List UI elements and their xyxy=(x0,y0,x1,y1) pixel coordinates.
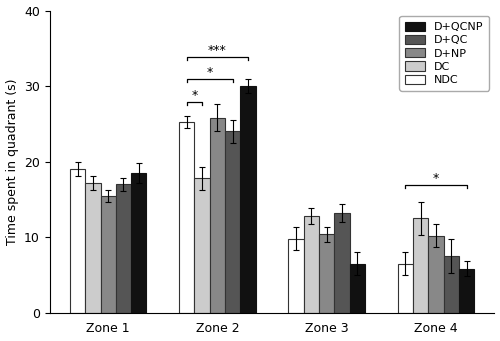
Text: ***: *** xyxy=(208,44,227,57)
Bar xyxy=(225,131,240,313)
Text: *: * xyxy=(433,172,439,185)
Bar xyxy=(350,264,365,313)
Bar xyxy=(398,264,413,313)
Bar xyxy=(70,169,85,313)
Bar xyxy=(240,86,256,313)
Bar xyxy=(116,184,131,313)
Text: *: * xyxy=(206,66,213,79)
Bar xyxy=(444,256,459,313)
Bar xyxy=(100,196,116,313)
Bar xyxy=(334,213,349,313)
Y-axis label: Time spent in quadrant (s): Time spent in quadrant (s) xyxy=(6,78,18,245)
Bar xyxy=(428,236,444,313)
Bar xyxy=(459,269,474,313)
Bar xyxy=(210,118,225,313)
Bar xyxy=(179,122,194,313)
Legend: D+QCNP, D+QC, D+NP, DC, NDC: D+QCNP, D+QC, D+NP, DC, NDC xyxy=(400,16,489,91)
Bar xyxy=(304,216,319,313)
Bar xyxy=(85,183,100,313)
Text: *: * xyxy=(192,89,198,102)
Bar xyxy=(288,239,304,313)
Bar xyxy=(319,234,334,313)
Bar xyxy=(194,178,210,313)
Bar xyxy=(413,218,428,313)
Bar xyxy=(131,173,146,313)
